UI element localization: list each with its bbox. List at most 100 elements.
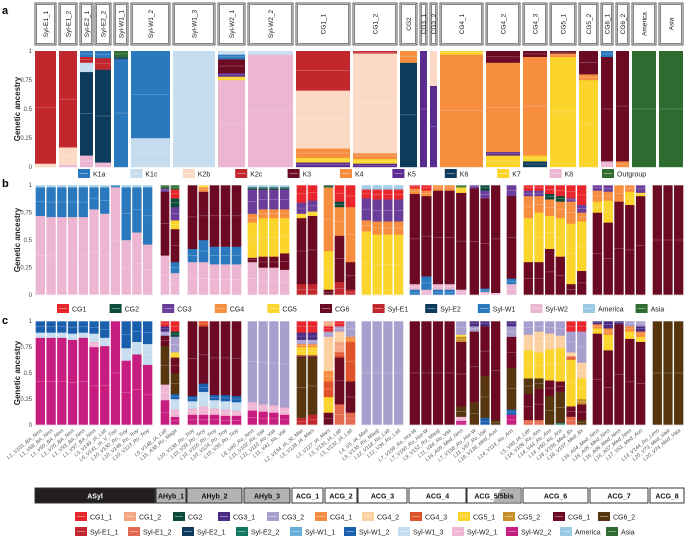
group-box: Syl-E1_1 [34, 2, 57, 46]
segment-CG2 [170, 198, 180, 208]
segment-Syl-W2_2 [89, 347, 99, 426]
segment-CG3 [480, 190, 490, 199]
y-tick-label: 0.5 [24, 107, 33, 113]
segment-Syl-W2_2 [220, 415, 231, 426]
segment-CG6 [296, 218, 307, 285]
group-label: Syl-W2_2 [268, 10, 275, 39]
group-box: CG3_1 [419, 2, 428, 46]
group-ancestry-bar [659, 51, 683, 168]
sample-bar-b [624, 184, 636, 296]
segment-CG3_1 [480, 321, 490, 327]
segment-CG4_1 [603, 328, 614, 335]
cluster-box-frame [522, 487, 589, 504]
segment-Syl-W2 [506, 284, 517, 296]
segment-CG6_2 [652, 321, 663, 426]
segment-America [67, 185, 78, 188]
legend-label: CG6 [335, 307, 350, 314]
segment-Syl-W2 [56, 216, 67, 296]
bar-outline [613, 320, 625, 426]
segment-CG3 [523, 190, 534, 197]
bar-outline [220, 320, 231, 426]
legend-c-item: CG4_2 [362, 512, 399, 522]
segment-K4 [523, 56, 547, 156]
sample-bar-c [160, 320, 170, 426]
sample-bar-c [279, 320, 290, 426]
legend-b-item: CG4 [214, 304, 245, 314]
legend-b-item: America [583, 304, 624, 314]
segment-CG6_2 [296, 357, 307, 418]
segment-CG5_1 [544, 349, 555, 381]
segment-CG4_1 [345, 336, 356, 342]
legend-label: Asia [621, 530, 635, 537]
segment-CG6 [198, 191, 209, 241]
legend-label: America [598, 307, 624, 314]
segment-K1a [95, 51, 111, 59]
segment-Syl-W2_2 [35, 337, 46, 426]
bar-outline [673, 320, 684, 426]
segment-Syl-W2 [78, 216, 89, 296]
segment-CG3 [393, 199, 404, 222]
segment-Syl-W1 [187, 248, 198, 263]
segment-CG2 [247, 187, 258, 190]
bar-outline [555, 184, 566, 296]
sample-bar-c [409, 320, 421, 426]
segment-Syl-W1_2 [56, 321, 67, 333]
sample-bar-b [170, 184, 180, 296]
segment-CG4 [247, 213, 258, 223]
segment-CG4 [432, 185, 444, 191]
segment-CG3_2 [323, 331, 334, 337]
group-label: Syl-W1_3 [192, 10, 199, 39]
segment-Syl-W1 [56, 187, 67, 218]
sample-bar-c [565, 320, 577, 426]
group-label: Syl-E2_2 [101, 10, 108, 37]
segment-Syl-W1_2 [35, 321, 46, 333]
legend-b-item: Syl-W2 [530, 304, 568, 314]
group-box-inner [431, 4, 436, 44]
segment-CG6 [247, 257, 258, 263]
legend-label: CG2 [188, 515, 203, 522]
group-box-inner [401, 4, 416, 44]
segment-America [99, 185, 110, 188]
bar-outline [420, 320, 433, 426]
legend-label: America [575, 530, 601, 537]
bar-outline [323, 184, 334, 296]
segment-K3 [616, 51, 629, 162]
legend-c-item: Syl-E1_1 [75, 527, 119, 537]
legend-c-item: CG4_3 [410, 512, 447, 522]
legend-label: CG4 [230, 307, 245, 314]
y-tick-label: 1 [29, 49, 33, 55]
segment-CG3_1 [592, 321, 603, 325]
segment-CG3 [603, 185, 614, 192]
group-box-inner [249, 4, 292, 44]
group-label: Asia [669, 17, 676, 30]
segment-CG4_2 [334, 331, 345, 342]
segment-CG4 [382, 221, 393, 235]
segment-Syl-W2 [409, 284, 421, 290]
sample-bar-c [506, 320, 517, 426]
segment-Syl-W2 [187, 262, 198, 296]
legend-a-item: K8 [549, 169, 573, 179]
group-box: Asia [658, 2, 684, 46]
group-box-frame [658, 2, 684, 46]
segment-Syl-W2 [444, 284, 455, 290]
bar-outline [393, 184, 404, 296]
segment-CG6_2 [506, 367, 517, 410]
segment-CG6_2 [490, 419, 501, 426]
legend-c-item: CG5_2 [503, 512, 540, 522]
segment-CG6 [187, 185, 198, 249]
cluster-label: ACG_3 [371, 494, 394, 501]
segment-Asia [455, 185, 467, 188]
segment-CG6 [663, 185, 673, 296]
cluster-label: AHyb_2 [201, 494, 227, 501]
segment-Syl-W1 [35, 187, 46, 216]
segment-K4 [550, 53, 576, 57]
segment-CG3_2 [296, 339, 307, 345]
segment-CG5_1 [566, 359, 576, 407]
segment-CG4 [345, 207, 356, 263]
sample-bar-b [490, 184, 501, 296]
segment-K1c [173, 51, 215, 168]
segment-America [279, 185, 290, 188]
segment-America [142, 185, 153, 188]
segment-K4 [353, 153, 397, 160]
legend-label: Syl-E2_1 [197, 530, 226, 537]
